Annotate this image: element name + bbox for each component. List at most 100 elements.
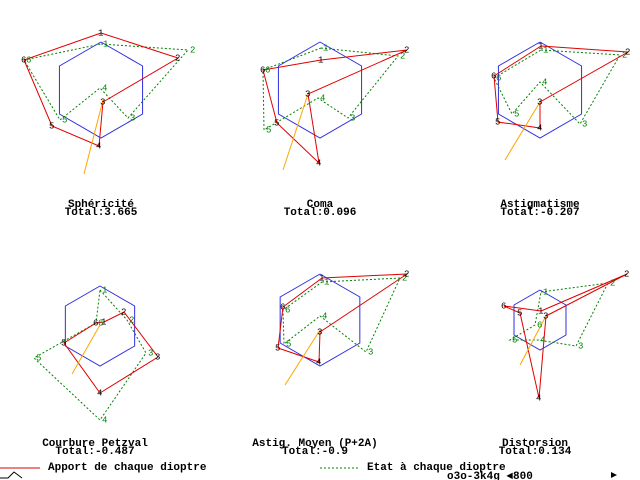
green-point-label: 4 [542, 77, 547, 87]
red-point-label: 4 [97, 388, 102, 398]
orange-line [284, 329, 321, 386]
green-point-label: 1 [543, 287, 548, 297]
red-point-label: 4 [536, 393, 541, 403]
legend-green-text: Etat à chaque dioptre [367, 462, 506, 474]
hexagon [279, 273, 361, 367]
hexagon [58, 41, 144, 139]
red-point-label: 5 [517, 308, 522, 318]
red-point-label: 1 [101, 317, 106, 327]
red-polyline [23, 32, 180, 147]
red-point-label: 3 [317, 327, 322, 337]
green-point-label: 6 [26, 55, 31, 65]
panel-title: Coma [307, 199, 334, 211]
hexagon [64, 285, 136, 367]
hexagon [513, 289, 567, 351]
red-polyline [503, 273, 628, 399]
hexagon [497, 41, 583, 139]
orange-line [519, 315, 547, 366]
red-point-label: 5 [275, 343, 280, 353]
red-point-label: 2 [624, 269, 629, 279]
green-point-label: 6 [496, 73, 501, 83]
green-point-label: 3 [148, 348, 153, 358]
green-point-label: 5 [512, 335, 517, 345]
green-point-label: 3 [130, 113, 135, 123]
red-point-label: 6 [491, 71, 496, 81]
red-polyline [277, 273, 409, 363]
red-point-label: 1 [538, 306, 543, 316]
panel-title: Distorsion [502, 438, 568, 450]
green-point-label: 3 [350, 113, 355, 123]
panel-title: Sphéricité [68, 199, 134, 211]
red-point-label: 3 [155, 352, 160, 362]
panel-title: Astigmatisme [500, 199, 580, 211]
red-point-label: 4 [537, 123, 542, 133]
orange-line [71, 324, 101, 375]
orange-line [504, 101, 541, 161]
red-point-label: 5 [61, 338, 66, 348]
orange-line [83, 99, 104, 175]
green-point-label: 4 [102, 83, 107, 93]
red-point-label: 5 [495, 117, 500, 127]
red-point-label: 2 [175, 53, 180, 63]
red-point-label: 4 [96, 141, 101, 151]
green-point-label: 5 [286, 339, 291, 349]
red-point-label: 1 [319, 273, 324, 283]
green-point-label: 3 [578, 341, 583, 351]
green-polyline [508, 282, 609, 347]
red-polyline [262, 49, 408, 165]
green-point-label: 4 [322, 311, 327, 321]
red-point-label: 5 [49, 121, 54, 131]
green-point-label: 2 [190, 45, 195, 55]
panel-total: Total:-0.9 [282, 446, 348, 458]
green-point-label: 1 [103, 39, 108, 49]
green-point-label: 2 [402, 273, 407, 283]
green-point-label: 3 [582, 119, 587, 129]
green-point-label: 1 [324, 277, 329, 287]
red-point-label: 3 [537, 97, 542, 107]
red-point-label: 6 [93, 318, 98, 328]
green-point-label: 6 [537, 320, 542, 330]
green-point-label: 2 [610, 278, 615, 288]
green-point-label: 6 [265, 65, 270, 75]
status-text: o3o-3k4g ◄800 [447, 471, 533, 480]
hexagon [277, 41, 363, 139]
green-point-label: 6 [98, 318, 103, 328]
panel-total: Total:0.134 [499, 446, 572, 458]
red-polyline [493, 45, 630, 129]
green-point-label: 4 [540, 335, 545, 345]
red-polyline [63, 311, 159, 394]
red-point-label: 4 [316, 158, 321, 168]
orange-line [282, 93, 309, 171]
red-point-label: 6 [501, 301, 506, 311]
green-polyline [262, 47, 399, 131]
panel-total: Total:3.665 [65, 207, 138, 219]
red-point-label: 3 [543, 311, 548, 321]
corner-glyph [0, 471, 23, 479]
green-point-label: 5 [514, 109, 519, 119]
green-point-label: 3 [368, 347, 373, 357]
green-point-label: 4 [320, 93, 325, 103]
green-point-label: 1 [323, 43, 328, 53]
red-point-label: 1 [318, 55, 323, 65]
green-point-label: 2 [622, 50, 627, 60]
panel-title: Courbure Petzval [42, 438, 148, 450]
red-point-label: 6 [21, 55, 26, 65]
green-point-label: 5 [36, 353, 41, 363]
red-point-label: 1 [98, 28, 103, 38]
green-point-label: 6 [285, 305, 290, 315]
green-polyline [493, 49, 621, 125]
green-point-label: 2 [400, 51, 405, 61]
green-point-label: 1 [102, 285, 107, 295]
red-point-label: 4 [316, 357, 321, 367]
panel-total: Total:-0.487 [55, 446, 134, 458]
red-point-label: 5 [274, 118, 279, 128]
red-point-label: 6 [260, 65, 265, 75]
arrow-icon[interactable] [611, 472, 617, 478]
legend-red-text: Apport de chaque dioptre [48, 462, 207, 474]
green-point-label: 1 [543, 45, 548, 55]
red-point-label: 6 [280, 302, 285, 312]
red-point-label: 3 [305, 89, 310, 99]
panel-total: Total:-0.207 [500, 207, 579, 219]
